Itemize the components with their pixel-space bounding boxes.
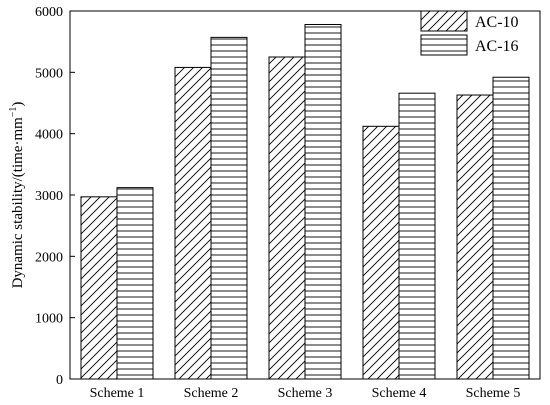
bar-ac-10-scheme-5 [456,94,494,380]
bar-ac-10-scheme-3 [268,56,306,380]
y-tick-label-6000: 6000 [35,5,63,20]
legend-label-ac-10: AC-10 [475,14,519,31]
y-tick-label-4000: 4000 [35,128,63,143]
x-tick-label-4: Scheme 4 [372,386,427,401]
bar-ac-16-scheme-3 [304,23,342,380]
y-tick-label-3000: 3000 [35,189,63,204]
bar-ac-16-scheme-2 [210,36,248,380]
y-axis-ticks: 0 1000 2000 3000 4000 5000 6000 [35,5,75,388]
x-axis-ticks: Scheme 1 Scheme 2 Scheme 3 Scheme 4 Scheme 5 [90,374,521,401]
bar-ac-16-scheme-4 [398,92,436,380]
bars-group [80,23,530,380]
y-tick-label-2000: 2000 [35,250,63,265]
bar-ac-10-scheme-1 [80,196,118,380]
y-tick-label-5000: 5000 [35,66,63,81]
bar-ac-16-scheme-1 [116,187,154,380]
y-axis-label-superscript: −1 [8,107,19,118]
legend-swatch-ac-16 [420,34,468,56]
legend-label-ac-16: AC-16 [475,38,519,55]
legend-swatch-ac-10 [420,10,468,32]
x-tick-label-5: Scheme 5 [466,386,521,401]
y-tick-label-0: 0 [56,373,63,388]
x-tick-label-1: Scheme 1 [90,386,145,401]
legend: AC-10 AC-16 [420,10,519,56]
y-axis-label-close: ) [10,102,26,107]
x-tick-label-2: Scheme 2 [184,386,239,401]
bar-ac-10-scheme-2 [174,66,212,380]
y-axis-label-text: Dynamic stability/(time·mm [10,117,26,289]
y-tick-label-1000: 1000 [35,312,63,327]
y-axis-label: Dynamic stability/(time·mm−1) [8,102,26,289]
bar-ac-10-scheme-4 [362,125,400,380]
bar-ac-16-scheme-5 [492,76,530,380]
x-tick-label-3: Scheme 3 [278,386,333,401]
